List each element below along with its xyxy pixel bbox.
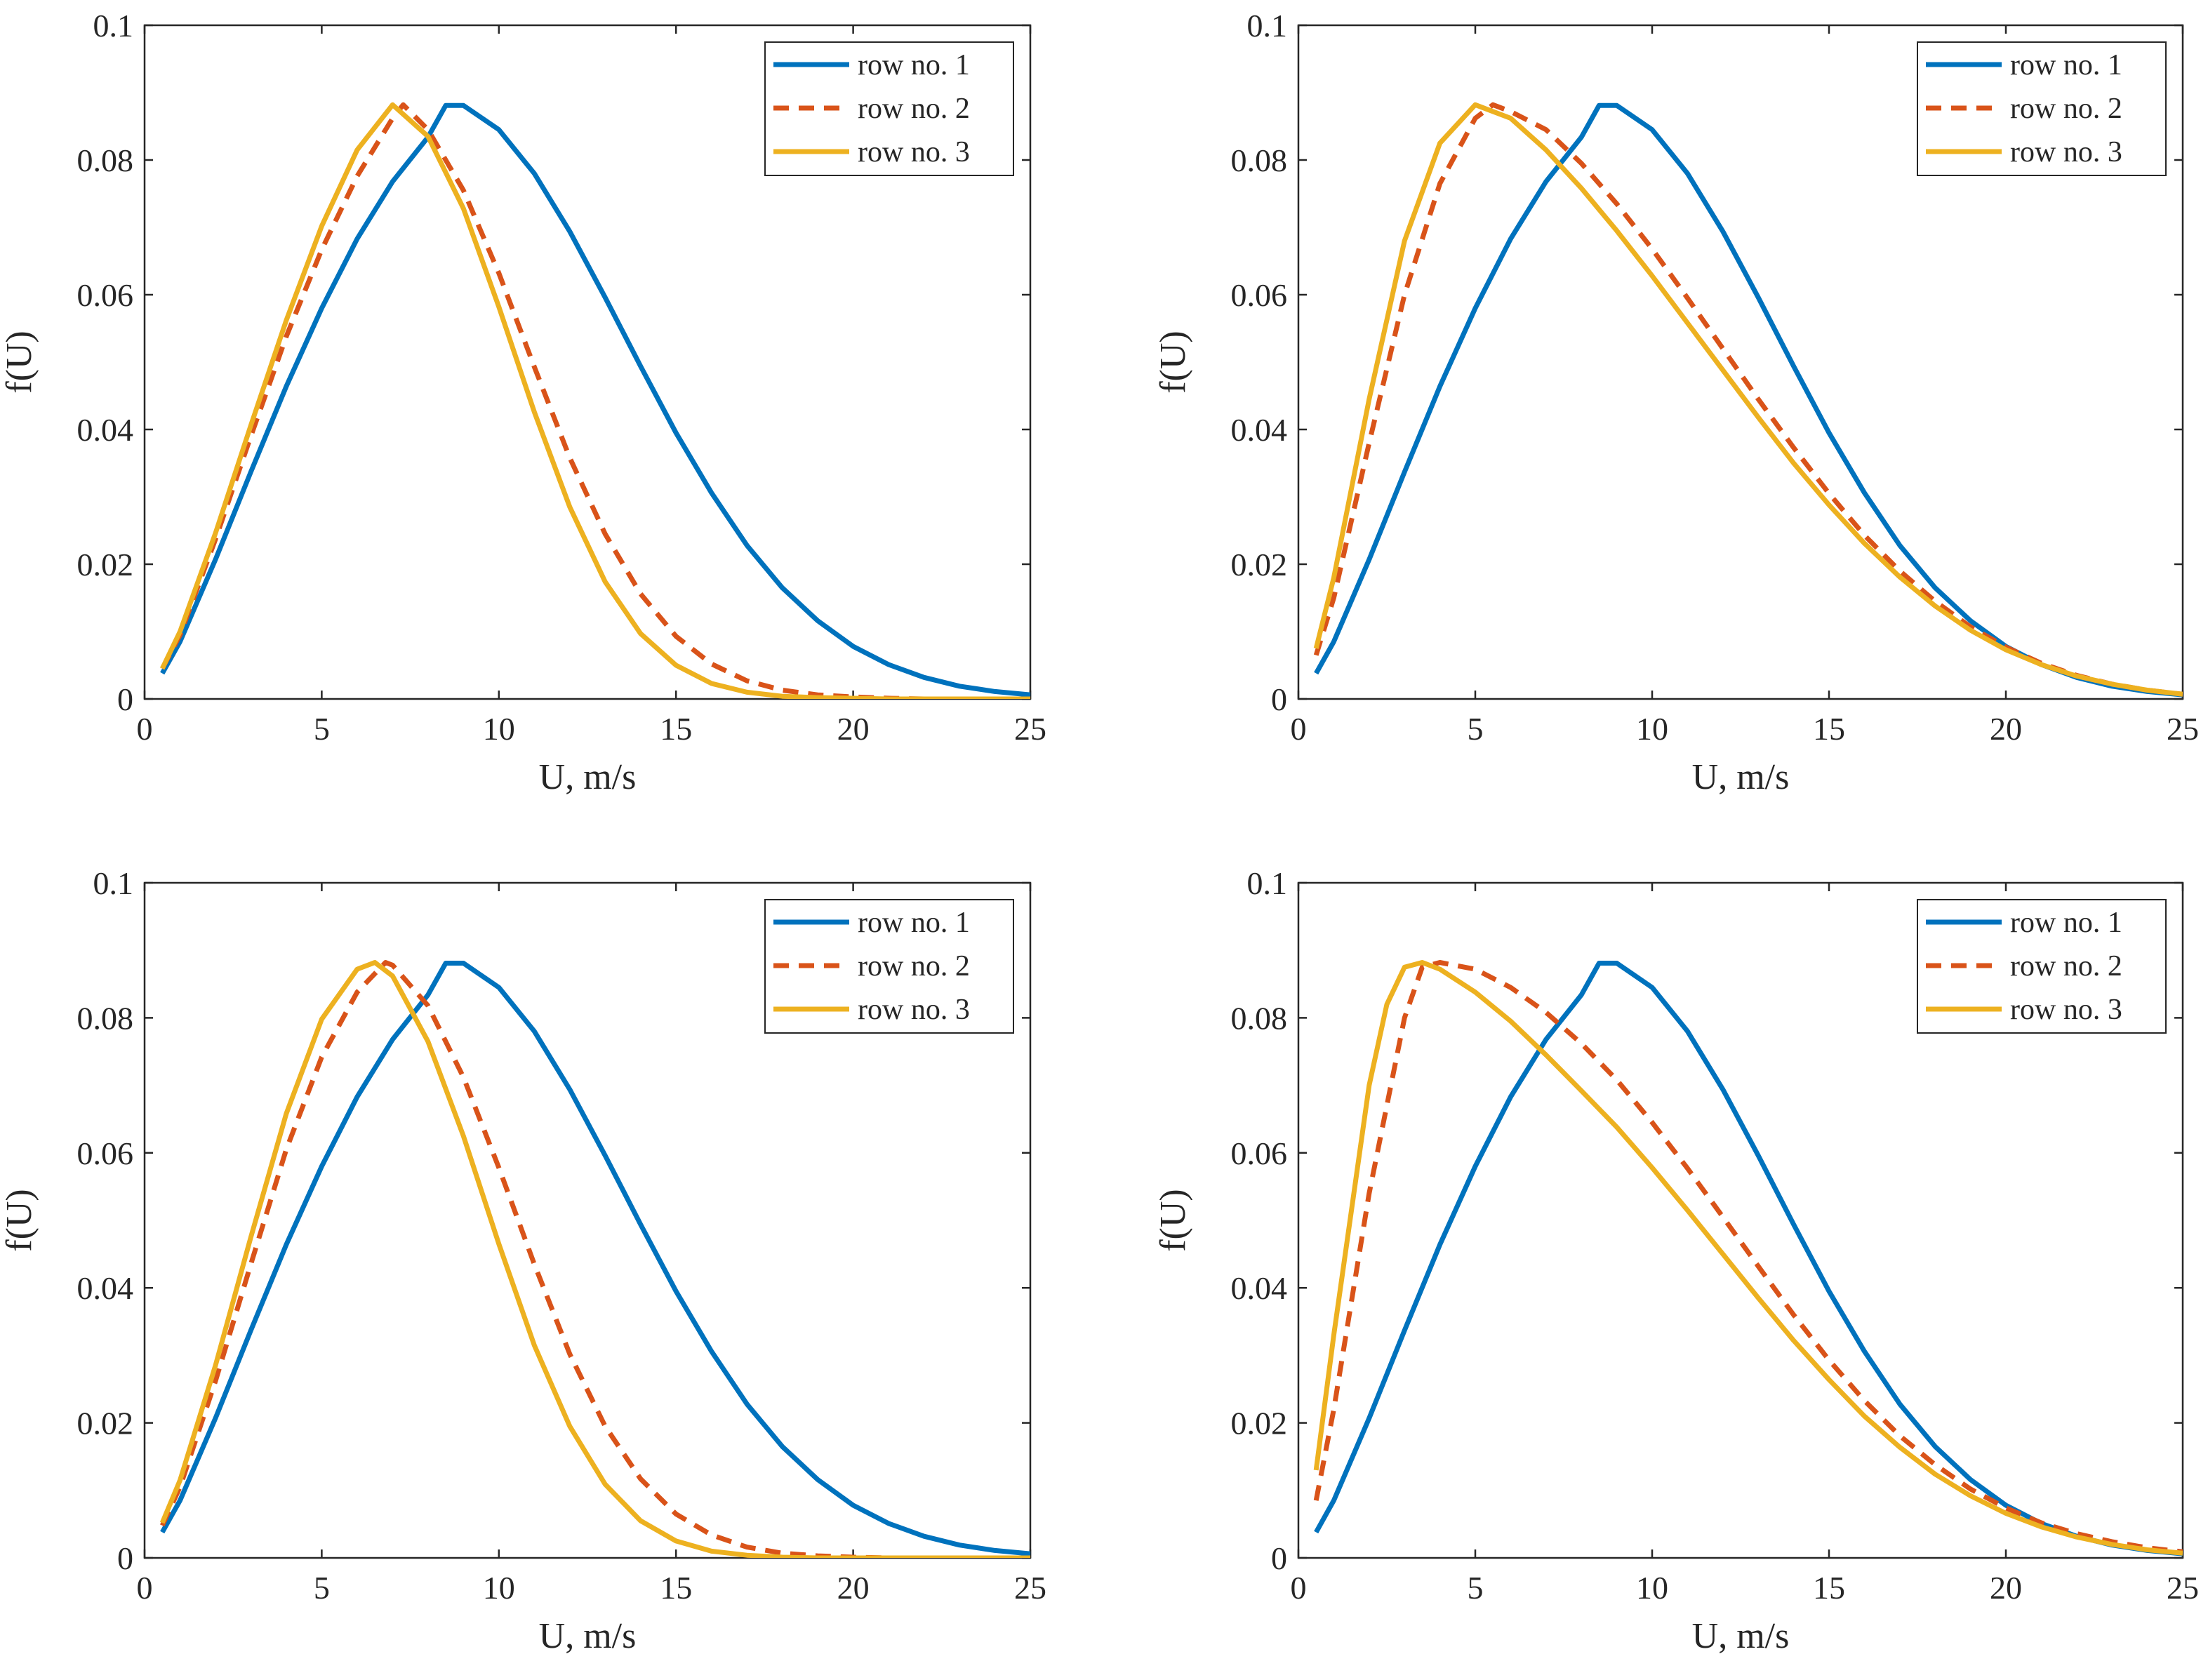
series-group xyxy=(1313,960,2183,1556)
series-line-3 xyxy=(160,102,1030,699)
legend-label-3: row no. 3 xyxy=(2010,994,2122,1026)
chart-panel-top-right: 0 5 10 15 20 25 0 0.02 0.04 0.06 0.08 0.1 U, m/s f(U)… xyxy=(1153,8,2199,797)
legend-label-3: row no. 3 xyxy=(858,994,970,1026)
x-axis-label: U, m/s xyxy=(1692,1616,1790,1656)
x-tick-label: 0 xyxy=(1291,1570,1307,1606)
x-tick-label: 10 xyxy=(1636,711,1668,747)
x-tick-label: 20 xyxy=(1990,1570,2022,1606)
series-line-1 xyxy=(160,102,1030,698)
y-tick-label: 0.04 xyxy=(1231,412,1288,448)
y-tick-label: 0.08 xyxy=(77,1000,134,1036)
y-tick-label: 0.02 xyxy=(1231,1406,1288,1441)
legend: row no. 1 row no. 2 row no. 3 xyxy=(1917,899,2167,1034)
x-tick-label: 0 xyxy=(137,1570,153,1606)
y-tick-label: 0.08 xyxy=(1231,142,1288,178)
legend-label-3: row no. 3 xyxy=(2010,136,2122,168)
series-line-2 xyxy=(160,102,1030,699)
x-tick-label: 10 xyxy=(483,711,515,747)
series-group xyxy=(159,960,1030,1558)
legend: row no. 1 row no. 2 row no. 3 xyxy=(764,899,1014,1034)
legend-label-2: row no. 2 xyxy=(858,93,970,125)
legend-label-3: row no. 3 xyxy=(858,136,970,168)
y-tick-label: 0 xyxy=(1271,681,1287,717)
legend-label-1: row no. 1 xyxy=(2010,49,2122,81)
chart-panel-top-left: 0 5 10 15 20 25 0 0.02 0.04 0.06 0.08 0.1 U, m/s f(U)… xyxy=(0,8,1046,797)
legend-label-2: row no. 2 xyxy=(2010,93,2122,125)
x-tick-label: 20 xyxy=(837,711,870,747)
x-tick-label: 10 xyxy=(483,1570,515,1606)
x-tick-label: 15 xyxy=(660,711,692,747)
y-tick-label: 0.04 xyxy=(77,412,134,448)
x-tick-label: 0 xyxy=(1291,711,1307,747)
y-tick-label: 0.06 xyxy=(1231,1135,1288,1171)
x-tick-label: 20 xyxy=(837,1570,870,1606)
x-tick-label: 15 xyxy=(1813,711,1845,747)
chart-panel-bottom-right: 0 5 10 15 20 25 0 0.02 0.04 0.06 0.08 0.1 U, m/s f(U)… xyxy=(1153,865,2199,1656)
x-tick-label: 25 xyxy=(2167,711,2199,747)
y-tick-label: 0.04 xyxy=(1231,1270,1288,1306)
y-axis-label: f(U) xyxy=(0,331,39,394)
y-tick-label: 0.04 xyxy=(77,1270,134,1306)
y-axis-label: f(U) xyxy=(1153,1189,1193,1252)
y-tick-label: 0.08 xyxy=(77,142,134,178)
series-line-3 xyxy=(159,960,1030,1558)
y-tick-label: 0 xyxy=(117,681,133,717)
x-tick-label: 25 xyxy=(1014,711,1046,747)
y-tick-label: 0.1 xyxy=(1247,8,1288,44)
x-tick-label: 20 xyxy=(1990,711,2022,747)
x-tick-label: 5 xyxy=(314,711,330,747)
y-tick-label: 0.02 xyxy=(1231,547,1288,582)
series-line-3 xyxy=(1313,960,2183,1556)
y-tick-label: 0.1 xyxy=(93,8,134,44)
series-group xyxy=(160,102,1030,699)
x-tick-label: 5 xyxy=(1468,711,1484,747)
series-line-3 xyxy=(1313,102,2183,697)
y-tick-label: 0.1 xyxy=(1247,865,1288,901)
x-axis-label: U, m/s xyxy=(539,757,637,797)
y-tick-label: 0.06 xyxy=(77,1135,134,1171)
x-tick-label: 25 xyxy=(1014,1570,1046,1606)
y-axis-label: f(U) xyxy=(0,1189,39,1252)
y-tick-label: 0.1 xyxy=(93,865,134,901)
legend-label-2: row no. 2 xyxy=(2010,950,2122,982)
x-axis-label: U, m/s xyxy=(1692,757,1790,797)
y-tick-label: 0.02 xyxy=(77,1406,134,1441)
y-tick-label: 0.06 xyxy=(77,277,134,313)
y-tick-label: 0 xyxy=(117,1540,133,1576)
y-axis-label: f(U) xyxy=(1153,331,1193,394)
legend-label-1: row no. 1 xyxy=(858,907,970,939)
x-tick-label: 0 xyxy=(137,711,153,747)
series-group xyxy=(1313,102,2183,698)
x-axis-label: U, m/s xyxy=(539,1616,637,1656)
y-tick-label: 0.02 xyxy=(77,547,134,582)
y-tick-label: 0.06 xyxy=(1231,277,1288,313)
series-line-1 xyxy=(1314,961,2183,1556)
x-tick-label: 10 xyxy=(1636,1570,1668,1606)
x-tick-label: 5 xyxy=(1468,1570,1484,1606)
series-line-1 xyxy=(160,961,1030,1556)
chart-panel-bottom-left: 0 5 10 15 20 25 0 0.02 0.04 0.06 0.08 0.1 U, m/s f(U)… xyxy=(0,865,1046,1656)
x-tick-label: 25 xyxy=(2167,1570,2199,1606)
legend: row no. 1 row no. 2 row no. 3 xyxy=(1917,41,2167,176)
y-tick-label: 0 xyxy=(1271,1540,1287,1576)
x-tick-label: 5 xyxy=(314,1570,330,1606)
legend: row no. 1 row no. 2 row no. 3 xyxy=(764,41,1014,176)
legend-label-2: row no. 2 xyxy=(858,950,970,982)
y-tick-label: 0.08 xyxy=(1231,1000,1288,1036)
x-tick-label: 15 xyxy=(660,1570,692,1606)
legend-label-1: row no. 1 xyxy=(2010,907,2122,939)
legend-label-1: row no. 1 xyxy=(858,49,970,81)
x-tick-label: 15 xyxy=(1813,1570,1845,1606)
panels: 0 5 10 15 20 25 0 0.02 0.04 0.06 0.08 0.1 U, m/s f(U)… xyxy=(0,8,2199,1656)
